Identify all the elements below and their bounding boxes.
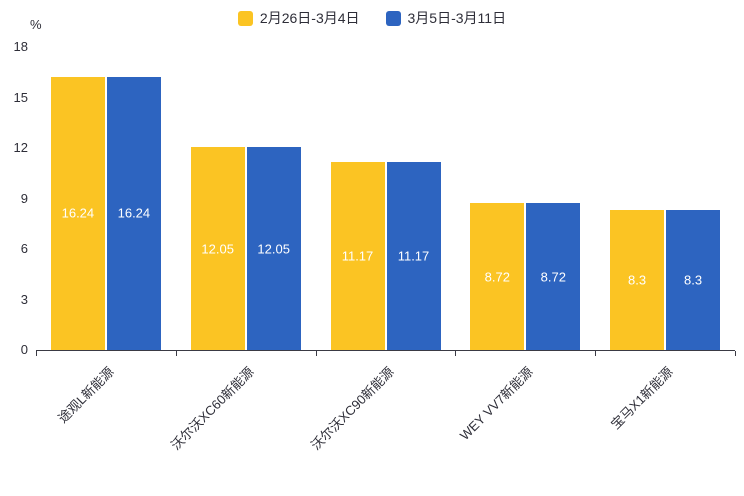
bar-value-label: 16.24 bbox=[61, 205, 95, 221]
bar-value-label: 8.72 bbox=[540, 269, 566, 285]
legend-swatch-yellow-icon bbox=[237, 10, 253, 26]
bar-series2-WEY VV7新能源[interactable]: 8.72 bbox=[526, 203, 581, 350]
legend-swatch-blue-icon bbox=[385, 10, 401, 26]
legend-item-series2[interactable]: 3月5日-3月11日 bbox=[385, 8, 507, 28]
y-axis-tick-label: 18 bbox=[13, 39, 28, 54]
bar-series1-沃尔沃XC60新能源[interactable]: 12.05 bbox=[190, 147, 245, 350]
bar-series1-宝马X1新能源[interactable]: 8.3 bbox=[610, 210, 665, 350]
bar-value-label: 12.05 bbox=[201, 241, 234, 257]
bar-series2-宝马X1新能源[interactable]: 8.3 bbox=[666, 210, 721, 350]
bar-series2-途观L新能源[interactable]: 16.24 bbox=[106, 76, 161, 350]
y-axis-tick-label: 6 bbox=[20, 241, 28, 256]
bar-value-label: 8.72 bbox=[484, 269, 510, 285]
bar-series1-WEY VV7新能源[interactable]: 8.72 bbox=[470, 203, 525, 350]
x-axis-tick-mark bbox=[36, 351, 37, 356]
y-axis-unit-label: % bbox=[30, 17, 42, 32]
x-axis-tick-mark bbox=[735, 351, 736, 356]
x-axis-category-label: 沃尔沃XC60新能源 bbox=[167, 364, 257, 453]
x-axis-tick-mark bbox=[315, 351, 317, 356]
bar-series2-沃尔沃XC60新能源[interactable]: 12.05 bbox=[246, 147, 301, 350]
legend-item-series1[interactable]: 2月26日-3月4日 bbox=[237, 8, 360, 28]
x-axis-tick-mark bbox=[595, 351, 597, 356]
bar-series2-沃尔沃XC90新能源[interactable]: 11.17 bbox=[386, 161, 441, 350]
legend-label-series1: 2月26日-3月4日 bbox=[259, 10, 360, 26]
y-axis-tick-label: 3 bbox=[20, 291, 28, 307]
bar-value-label: 12.05 bbox=[257, 241, 290, 257]
bar-value-label: 8.3 bbox=[628, 272, 647, 288]
bar-series1-途观L新能源[interactable]: 16.24 bbox=[50, 76, 105, 350]
x-axis-category-label: 途观L新能源 bbox=[54, 364, 117, 426]
bar-value-label: 16.24 bbox=[117, 205, 151, 221]
bar-value-label: 11.17 bbox=[341, 248, 374, 264]
bar-series1-沃尔沃XC90新能源[interactable]: 11.17 bbox=[330, 161, 385, 350]
x-axis-category-label: WEY VV7新能源 bbox=[457, 364, 537, 444]
x-axis-category-label: 沃尔沃XC90新能源 bbox=[307, 364, 397, 453]
bar-value-label: 11.17 bbox=[397, 248, 430, 264]
x-axis-tick-mark bbox=[455, 351, 457, 356]
legend-label-series2: 3月5日-3月11日 bbox=[407, 10, 507, 26]
y-axis-tick-label: 0 bbox=[20, 342, 28, 357]
x-axis-category-label: 宝马X1新能源 bbox=[608, 364, 676, 432]
y-axis-tick-label: 12 bbox=[13, 140, 28, 155]
legend: 2月26日-3月4日 3月5日-3月11日 bbox=[0, 8, 744, 28]
plot-area: 16.24 16.24 12.05 12.05 11.17 11.17 8.72 8.72 8.… bbox=[36, 47, 735, 351]
bar-value-label: 8.3 bbox=[684, 272, 703, 288]
x-axis-tick-mark bbox=[175, 351, 177, 356]
y-axis-tick-label: 15 bbox=[13, 89, 28, 105]
y-axis-tick-label: 9 bbox=[20, 190, 28, 206]
